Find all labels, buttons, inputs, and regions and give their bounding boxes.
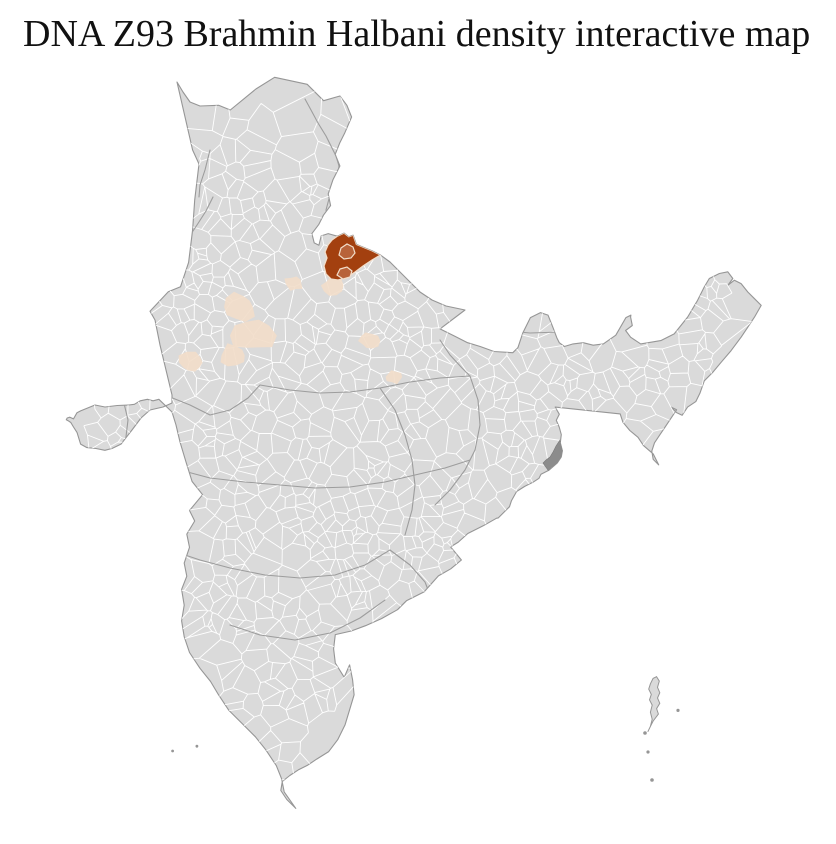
svg-text:DNA Z93 Brahmin Halbani densit: DNA Z93 Brahmin Halbani density interact… [23, 13, 810, 55]
